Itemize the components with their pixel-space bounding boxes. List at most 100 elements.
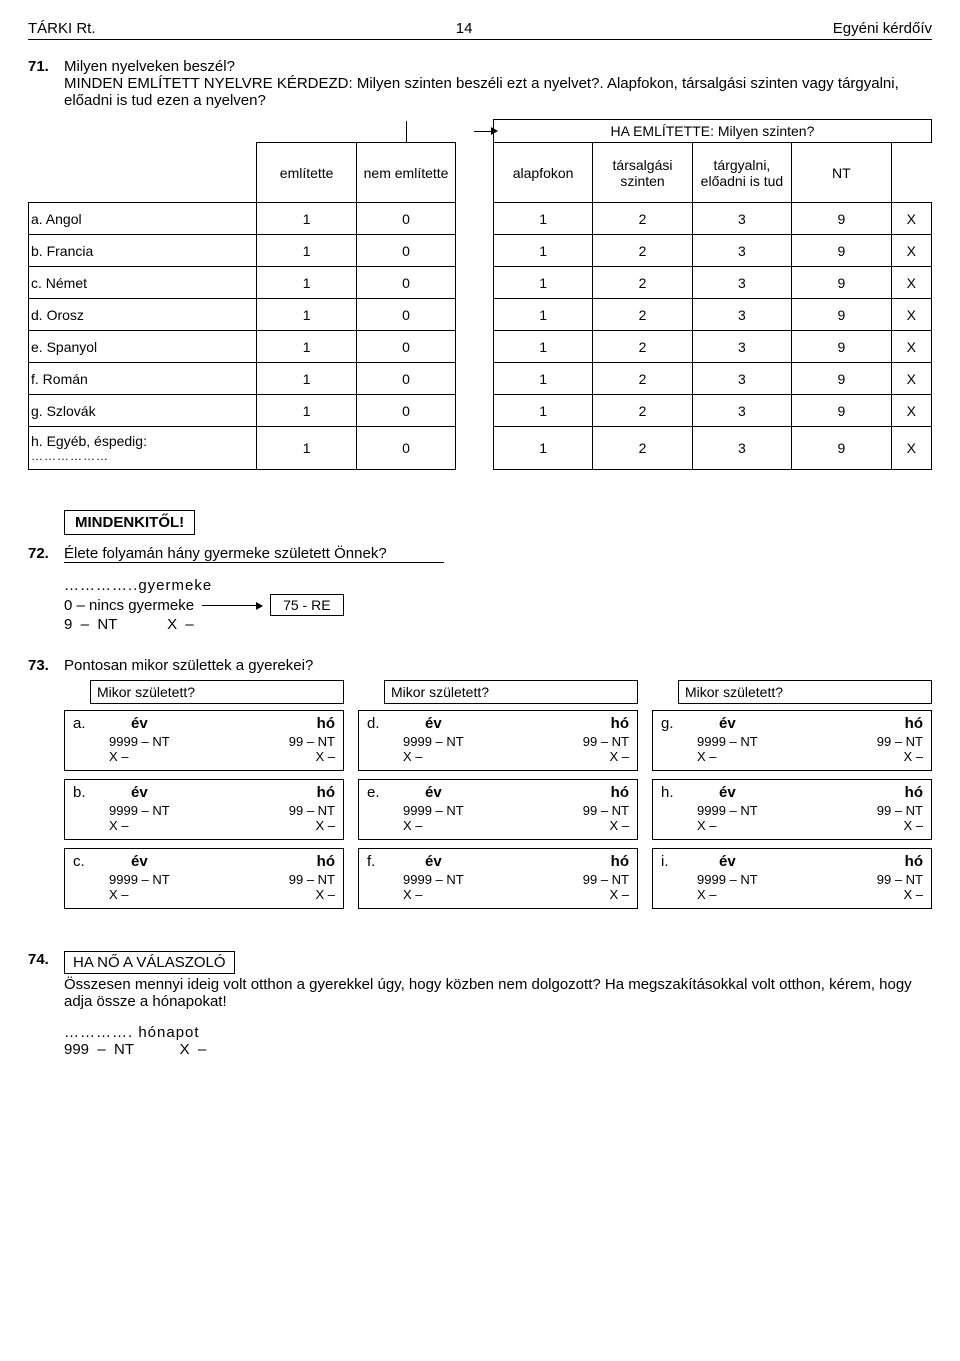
q73-col-header: Mikor született? xyxy=(678,680,932,704)
q71-col-tarsalgasi: társalgási szinten xyxy=(593,143,692,203)
q71-cell: 0 xyxy=(356,395,455,427)
q73-ho: hó xyxy=(317,784,335,801)
q71-cell: 3 xyxy=(692,203,791,235)
q73-ev: év xyxy=(131,853,148,870)
q73-cell: c.évhó9999 – NT99 – NTX –X – xyxy=(64,848,344,909)
q73-nt-year: 9999 – NT xyxy=(403,803,464,818)
q71-cell: 1 xyxy=(493,427,592,470)
q73-x: X – xyxy=(697,749,717,764)
q73-ev: év xyxy=(719,853,736,870)
q74-box: HA NŐ A VÁLASZOLÓ xyxy=(64,951,235,974)
q71-cell: 2 xyxy=(593,235,692,267)
q71-table: HA EMLÍTETTE: Milyen szinten? említette … xyxy=(28,119,932,470)
arrow-icon xyxy=(457,121,492,141)
q71-row-label: a. Angol xyxy=(29,203,257,235)
q71-cell: 2 xyxy=(593,363,692,395)
q73-nt-year: 9999 – NT xyxy=(697,872,758,887)
q71-cell: X xyxy=(891,267,931,299)
q73-x: X – xyxy=(403,818,423,833)
q73-nt-month: 99 – NT xyxy=(877,803,923,818)
q71-cell: X xyxy=(891,203,931,235)
q74-text: Összesen mennyi ideig volt otthon a gyer… xyxy=(64,976,932,1010)
q71-col-nem: nem említette xyxy=(356,143,455,203)
q71-cell: 1 xyxy=(257,363,356,395)
q71-cell: 1 xyxy=(257,235,356,267)
q71-row: f. Román101239X xyxy=(29,363,932,395)
header-left: TÁRKI Rt. xyxy=(28,20,96,37)
q71-cell: 0 xyxy=(356,331,455,363)
q73-cell-label: c. xyxy=(73,853,91,902)
q73-x: X – xyxy=(697,887,717,902)
q73-cell: h.évhó9999 – NT99 – NTX –X – xyxy=(652,779,932,840)
q73-x: X – xyxy=(315,887,335,902)
q73-cell-label: a. xyxy=(73,715,91,764)
q71-row-label: h. Egyéb, éspedig:……………… xyxy=(29,427,257,470)
q73-cell: f.évhó9999 – NT99 – NTX –X – xyxy=(358,848,638,909)
q73-x: X – xyxy=(697,818,717,833)
q73-x: X – xyxy=(403,887,423,902)
q73-cell-label: d. xyxy=(367,715,385,764)
q73-column: Mikor született?d.évhó9999 – NT99 – NTX … xyxy=(358,680,638,917)
q71-cell: 0 xyxy=(356,235,455,267)
q73-cell: g.évhó9999 – NT99 – NTX –X – xyxy=(652,710,932,771)
q73-cell: a.évhó9999 – NT99 – NTX –X – xyxy=(64,710,344,771)
q72-number: 72. xyxy=(28,545,64,563)
q71-cell: 1 xyxy=(493,331,592,363)
q71-cell: 0 xyxy=(356,267,455,299)
q73-ho: hó xyxy=(905,715,923,732)
q71-cell: 9 xyxy=(792,331,891,363)
q71-row-label: b. Francia xyxy=(29,235,257,267)
q71-row-label: c. Német xyxy=(29,267,257,299)
q73-nt-month: 99 – NT xyxy=(289,734,335,749)
q73-ho: hó xyxy=(611,784,629,801)
q71-cell: 3 xyxy=(692,299,791,331)
q73-x: X – xyxy=(403,749,423,764)
q73-ho: hó xyxy=(317,715,335,732)
q71-cell: 1 xyxy=(257,395,356,427)
question-72: MINDENKITŐL! 72. Élete folyamán hány gye… xyxy=(28,510,932,633)
q71-cell: 2 xyxy=(593,203,692,235)
q73-col-header: Mikor született? xyxy=(90,680,344,704)
arrow-icon xyxy=(202,605,262,606)
header-center: 14 xyxy=(456,20,473,37)
q71-cell: 2 xyxy=(593,299,692,331)
mindenkitol-box: MINDENKITŐL! xyxy=(64,510,195,535)
q71-cell: 0 xyxy=(356,299,455,331)
q73-ho: hó xyxy=(905,853,923,870)
q73-ho: hó xyxy=(905,784,923,801)
q71-cell: 9 xyxy=(792,299,891,331)
q71-cell: 2 xyxy=(593,395,692,427)
q71-cell: 3 xyxy=(692,267,791,299)
q72-goto: 75 - RE xyxy=(270,594,343,616)
q73-x: X – xyxy=(609,749,629,764)
q73-nt-month: 99 – NT xyxy=(583,734,629,749)
q71-cell: 3 xyxy=(692,395,791,427)
q71-col-targyalni: tárgyalni, előadni is tud xyxy=(692,143,791,203)
q71-cell: 3 xyxy=(692,363,791,395)
q73-ev: év xyxy=(719,784,736,801)
q71-cell: 1 xyxy=(493,267,592,299)
q73-x: X – xyxy=(903,749,923,764)
q72-title: Élete folyamán hány gyermeke született Ö… xyxy=(64,545,444,563)
q73-ho: hó xyxy=(611,715,629,732)
q73-x: X – xyxy=(903,887,923,902)
q73-column: Mikor született?a.évhó9999 – NT99 – NTX … xyxy=(64,680,344,917)
q71-col-emlitette: említette xyxy=(257,143,356,203)
q71-cell: 9 xyxy=(792,203,891,235)
question-73: 73. Pontosan mikor születtek a gyerekei?… xyxy=(28,657,932,917)
q71-cell: X xyxy=(891,331,931,363)
q71-cell: 0 xyxy=(356,203,455,235)
arrow-icon xyxy=(357,121,454,141)
q73-column: Mikor született?g.évhó9999 – NT99 – NTX … xyxy=(652,680,932,917)
q71-cell: 9 xyxy=(792,427,891,470)
q73-cell-label: e. xyxy=(367,784,385,833)
q71-cond-header: HA EMLÍTETTE: Milyen szinten? xyxy=(493,120,931,143)
q73-nt-year: 9999 – NT xyxy=(109,803,170,818)
q71-col-alapfokon: alapfokon xyxy=(493,143,592,203)
q73-nt-year: 9999 – NT xyxy=(403,872,464,887)
q71-cell: 9 xyxy=(792,235,891,267)
q73-ev: év xyxy=(425,715,442,732)
q71-cell: 9 xyxy=(792,395,891,427)
q73-ho: hó xyxy=(317,853,335,870)
q73-ev: év xyxy=(719,715,736,732)
